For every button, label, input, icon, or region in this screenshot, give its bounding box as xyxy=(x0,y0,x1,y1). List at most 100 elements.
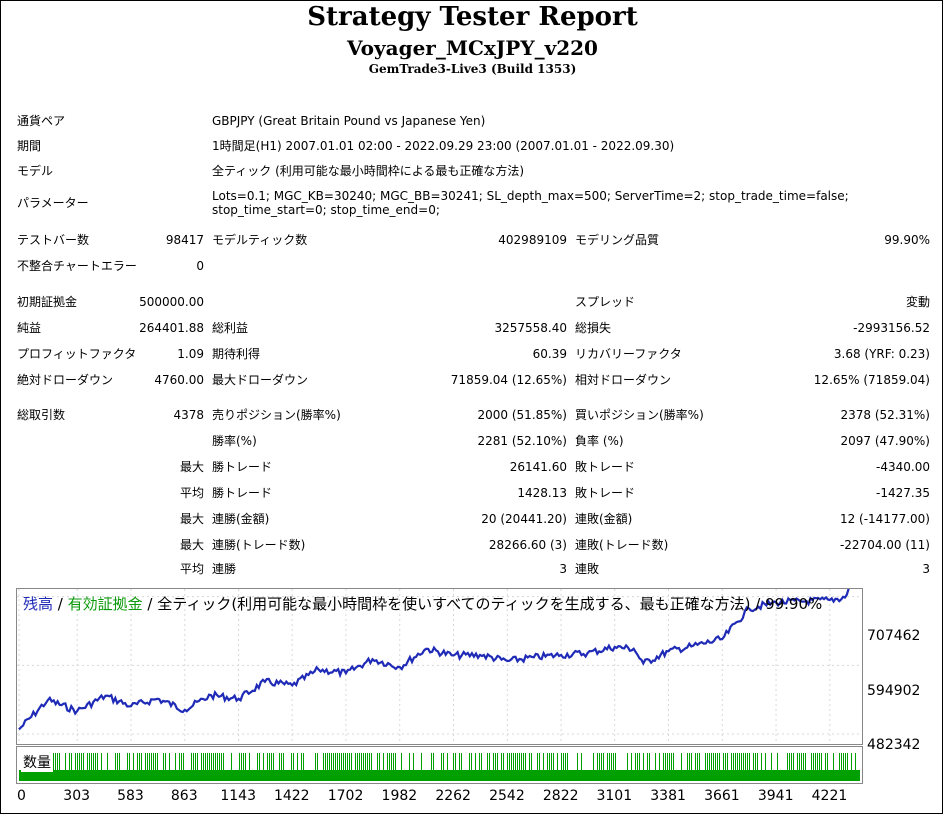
volume-bar xyxy=(459,753,460,771)
volume-bar xyxy=(525,753,526,771)
volume-bar xyxy=(231,753,232,771)
volume-bar xyxy=(577,753,578,771)
mismatch-label: 不整合チャートエラー xyxy=(17,259,137,273)
volume-bar xyxy=(855,753,856,771)
x-tick-label: 2542 xyxy=(489,788,525,804)
volume-bar xyxy=(715,753,716,771)
spread-value: 変動 xyxy=(905,295,930,309)
volume-bar xyxy=(441,753,442,771)
volume-bar xyxy=(607,753,608,771)
largest-loss-value: -4340.00 xyxy=(876,460,930,474)
volume-bar xyxy=(283,753,284,771)
x-tick-label: 863 xyxy=(170,788,198,804)
volume-bar xyxy=(599,753,600,771)
volume-bar xyxy=(481,753,482,771)
volume-bar xyxy=(249,753,250,771)
volume-bar xyxy=(455,753,456,771)
volume-bar xyxy=(323,753,324,771)
volume-bar xyxy=(117,753,118,771)
volume-bar xyxy=(53,753,54,771)
volume-bar xyxy=(757,753,758,771)
volume-bar xyxy=(487,753,488,771)
largest-win-label: 勝トレード xyxy=(212,460,273,474)
volume-bar xyxy=(673,753,674,771)
volume-bar xyxy=(609,753,610,771)
volume-bar xyxy=(401,753,402,771)
gross-profit-label: 総利益 xyxy=(212,321,249,335)
volume-bar xyxy=(223,753,224,771)
volume-bar xyxy=(57,753,58,771)
volume-bar xyxy=(155,753,156,771)
volume-bar xyxy=(521,753,522,771)
volume-bar xyxy=(739,753,740,771)
volume-bar xyxy=(119,753,120,771)
total-trades-value: 4378 xyxy=(173,408,204,422)
volume-bar xyxy=(797,753,798,771)
volume-bar xyxy=(639,753,640,771)
volume-bar xyxy=(611,753,612,771)
volume-bar xyxy=(413,753,414,771)
loss-rate-label: 負率 (%) xyxy=(575,434,624,448)
avg-consec-wins-label: 連勝 xyxy=(212,562,237,576)
volume-bar xyxy=(705,753,706,771)
x-tick-label: 3661 xyxy=(704,788,740,804)
volume-bar xyxy=(753,753,754,771)
volume-bar xyxy=(793,753,794,771)
volume-bar xyxy=(195,753,196,771)
volume-bar xyxy=(765,753,766,771)
volume-bar xyxy=(663,753,664,771)
volume-bar xyxy=(301,753,302,771)
volume-bar xyxy=(447,753,448,771)
net-profit-label: 純益 xyxy=(17,321,42,335)
average-loss-value: -1427.35 xyxy=(876,486,930,500)
volume-bar xyxy=(755,753,756,771)
volume-bar xyxy=(539,753,540,771)
volume-bar xyxy=(271,753,272,771)
volume-bar xyxy=(801,753,802,771)
pair-label: 通貨ペア xyxy=(17,114,66,128)
max-label: 最大 xyxy=(179,538,204,552)
volume-bar xyxy=(243,753,244,771)
volume-bar xyxy=(83,753,84,771)
volume-bar xyxy=(343,753,344,771)
volume-bar xyxy=(331,753,332,771)
volume-bar xyxy=(517,753,518,771)
volume-bar xyxy=(181,753,182,771)
legend-equity: 有効証拠金 xyxy=(67,595,143,613)
volume-bar xyxy=(69,753,70,771)
volume-bar xyxy=(205,753,206,771)
volume-bar xyxy=(379,753,380,771)
expected-payoff-label: 期待利得 xyxy=(212,347,261,361)
consec-wins-money-value: 20 (20441.20) xyxy=(481,512,567,526)
volume-bar xyxy=(179,753,180,771)
volume-bar xyxy=(513,753,514,771)
x-tick-label: 1143 xyxy=(220,788,256,804)
volume-bar xyxy=(507,753,508,771)
ticks-label: モデルティック数 xyxy=(212,233,308,247)
volume-bar xyxy=(453,753,454,771)
volume-bar xyxy=(803,753,804,771)
volume-bar xyxy=(259,753,260,771)
mismatch-value: 0 xyxy=(196,259,204,273)
profit-factor-value: 1.09 xyxy=(177,347,204,361)
volume-bar xyxy=(129,753,130,771)
rel-drawdown-value: 12.65% (71859.04) xyxy=(813,373,930,387)
volume-bar xyxy=(799,753,800,771)
volume-bar xyxy=(443,753,444,771)
volume-bar xyxy=(79,753,80,771)
rel-drawdown-label: 相対ドローダウン xyxy=(575,373,672,387)
volume-bar xyxy=(553,753,554,771)
abs-drawdown-value: 4760.00 xyxy=(154,373,204,387)
x-tick-label: 583 xyxy=(117,788,144,804)
volume-bar xyxy=(91,753,92,771)
avg-label: 平均 xyxy=(179,486,204,500)
volume-bar xyxy=(219,753,220,771)
balance-series-line xyxy=(18,571,861,731)
volume-bar xyxy=(333,753,334,771)
volume-bar xyxy=(841,753,842,771)
volume-bar xyxy=(395,753,396,771)
volume-bar xyxy=(387,753,388,771)
volume-bar xyxy=(509,753,510,771)
volume-bar xyxy=(153,753,154,771)
volume-bar xyxy=(723,753,724,771)
